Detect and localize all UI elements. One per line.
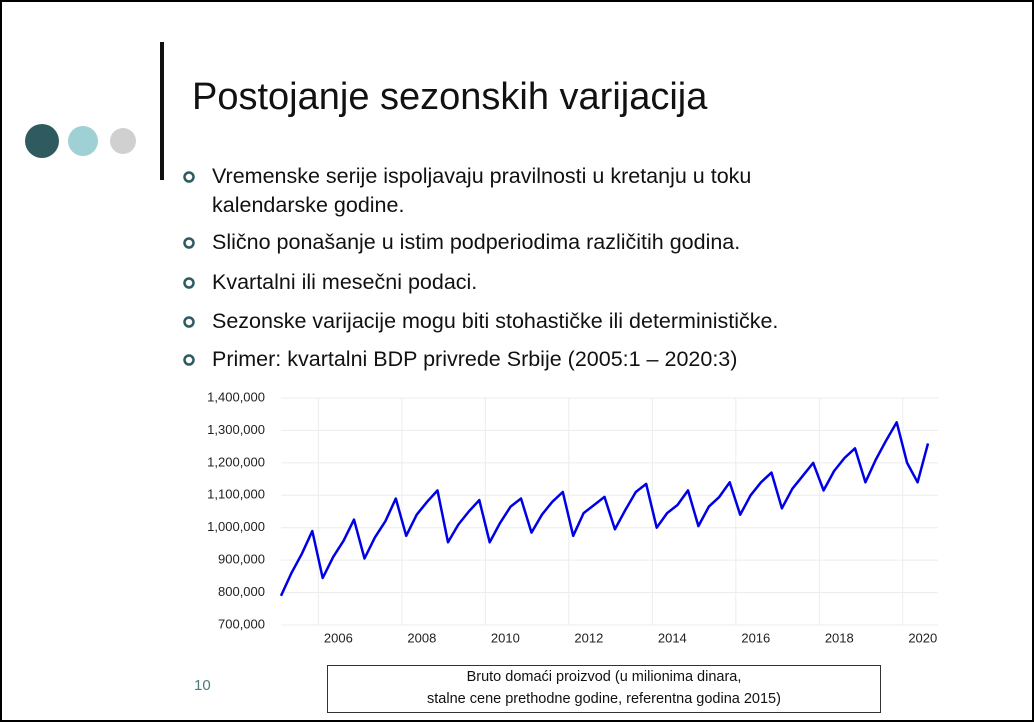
decor-dot — [110, 128, 136, 154]
bullet-marker — [183, 237, 195, 249]
x-tick-label: 2014 — [658, 630, 687, 645]
y-tick-label: 900,000 — [218, 552, 265, 567]
bullet-marker — [183, 277, 195, 289]
legend: Bruto domaći proizvod (u milionima dinar… — [327, 665, 881, 713]
y-tick-label: 1,300,000 — [207, 422, 265, 437]
x-tick-label: 2006 — [324, 630, 353, 645]
bullet-text: Sezonske varijacije mogu biti stohastičk… — [212, 309, 779, 333]
bullet-text: Vremenske serije ispoljavaju pravilnosti… — [212, 164, 752, 217]
page-number: 10 — [194, 677, 211, 694]
bullet-text: Primer: kvartalni BDP privrede Srbije (2… — [212, 347, 738, 371]
decor-dot — [68, 126, 98, 156]
x-tick-label: 2010 — [491, 630, 520, 645]
bullet-marker — [183, 354, 195, 366]
x-tick-label: 2016 — [741, 630, 770, 645]
y-tick-label: 1,000,000 — [207, 519, 265, 534]
bullet-text: Slično ponašanje u istim podperiodima ra… — [212, 230, 741, 254]
slide-title: Postojanje sezonskih varijacija — [192, 76, 708, 118]
y-tick-label: 1,400,000 — [207, 389, 265, 404]
bullet-marker — [183, 316, 195, 328]
y-tick-label: 1,100,000 — [207, 487, 265, 502]
x-tick-label: 2008 — [407, 630, 436, 645]
x-tick-label: 2020 — [908, 630, 937, 645]
x-tick-label: 2012 — [574, 630, 603, 645]
chart: 700,000 800,000 900,000 1,000,000 1,100,000 1… — [207, 389, 938, 645]
decor-dot — [25, 124, 59, 158]
y-tick-label: 800,000 — [218, 584, 265, 599]
data-line — [279, 421, 930, 597]
y-tick-label: 1,200,000 — [207, 454, 265, 469]
y-tick-label: 700,000 — [218, 616, 265, 631]
x-tick-label: 2018 — [825, 630, 854, 645]
bullet-text: Kvartalni ili mesečni podaci. — [212, 270, 478, 294]
bullet-marker — [183, 171, 195, 183]
accent-bar — [160, 42, 164, 180]
